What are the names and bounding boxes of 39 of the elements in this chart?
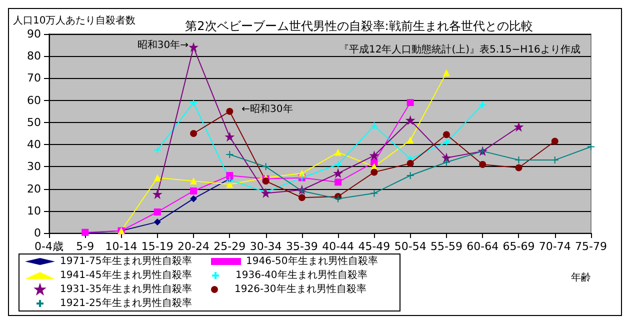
y-tick-label: 40 [27, 138, 41, 152]
x-tick-label: 70-74 [538, 240, 571, 253]
x-tick-label: 65-69 [502, 240, 535, 253]
x-axis-title: 年齢 [571, 272, 591, 284]
y-tick-label: 50 [27, 116, 41, 129]
x-tick-label: 25-29 [214, 240, 246, 253]
x-tick-label: 10-14 [105, 240, 138, 253]
y-tick-label: 70 [27, 72, 41, 85]
x-tick-label: 35-39 [286, 240, 318, 253]
y-tick-label: 0 [34, 226, 41, 240]
legend-label: 1941-45年生まれ男性自殺率 [60, 269, 192, 281]
x-tick-label: 55-59 [430, 240, 462, 253]
annotation: ←昭和30年 [242, 102, 293, 115]
legend-label: 1931-35年生まれ男性自殺率 [60, 283, 192, 295]
legend-label: 1921-25年生まれ男性自殺率 [60, 297, 192, 309]
x-tick-label: 50-54 [394, 240, 426, 253]
x-tick-label: 75-79 [575, 240, 607, 253]
y-tick-label: 80 [27, 50, 41, 63]
x-tick-label: 15-19 [141, 240, 174, 253]
annotation: 昭和30年→ [137, 38, 189, 51]
y-tick-label: 30 [27, 160, 41, 174]
x-tick-label: 40-44 [322, 240, 354, 253]
y-tick-label: 90 [27, 28, 41, 40]
x-tick-label: 20-24 [178, 240, 210, 253]
y-tick-label: 10 [27, 204, 41, 218]
x-tick-label: 30-34 [250, 240, 282, 253]
legend-label: 1936-40年生まれ男性自殺率 [236, 269, 368, 281]
x-tick-label: 5-9 [76, 240, 94, 253]
x-tick-label: 60-64 [466, 240, 499, 253]
chart-title: 第2次ベビーブーム世代男性の自殺率:戦前生まれ各世代との比較 [185, 19, 533, 33]
legend-label: 1971-75年生まれ男性自殺率 [60, 255, 192, 267]
x-tick-label: 45-49 [358, 240, 390, 253]
y-axis-title: 人口10万人あたり自殺者数 [13, 14, 136, 26]
legend-label: 1926-30年生まれ男性自殺率 [234, 283, 366, 295]
annotation: 『平成12年人口動態統計(上)』表5.15−H16より作成 [339, 44, 580, 56]
y-tick-label: 20 [27, 182, 41, 196]
legend-label: 1946-50年生まれ男性自殺率 [246, 255, 378, 267]
y-tick-label: 60 [27, 94, 41, 107]
x-tick-label: 0-4歳 [34, 240, 64, 253]
